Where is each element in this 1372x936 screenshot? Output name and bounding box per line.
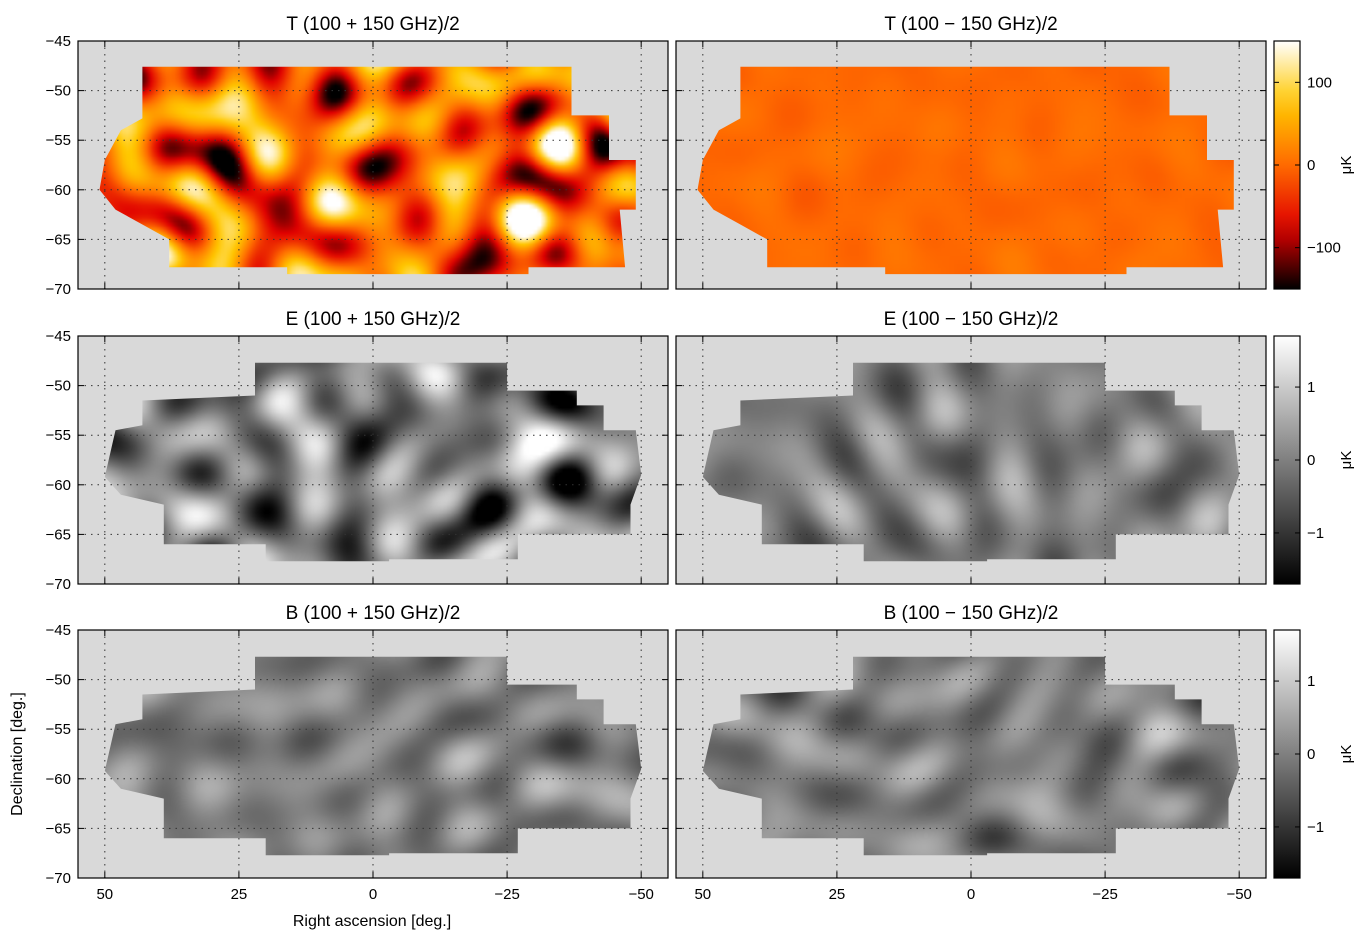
y-tick-label: −65 [46, 526, 71, 543]
colorbar-tick-label: −100 [1307, 240, 1341, 257]
y-tick-label: −65 [46, 231, 71, 248]
panel-frame [77, 40, 669, 290]
panel-title: T (100 − 150 GHz)/2 [884, 14, 1057, 35]
x-tick-label: −25 [494, 886, 519, 903]
panel-title: E (100 + 150 GHz)/2 [286, 309, 461, 330]
panel-E_diff: E (100 − 150 GHz)/2 [675, 309, 1267, 585]
y-tick-label: −50 [46, 83, 71, 100]
x-tick-label: 0 [369, 886, 377, 903]
colorbar-tick-label: 1 [1307, 379, 1315, 396]
y-tick-label: −65 [46, 820, 71, 837]
y-tick-label: −60 [46, 477, 71, 494]
panel-title: B (100 + 150 GHz)/2 [286, 603, 461, 624]
colorbar-3: 1 0 −1 μK [1273, 629, 1355, 879]
y-tick-label: −45 [46, 33, 71, 50]
panel-frame [77, 335, 669, 585]
panel-frame [675, 335, 1267, 585]
y-axis-label: Declination [deg.] [9, 692, 26, 816]
x-tick-label: 50 [96, 886, 113, 903]
x-tick-label: 50 [694, 886, 711, 903]
y-tick-label: −45 [46, 328, 71, 345]
y-tick-label: −60 [46, 182, 71, 199]
colorbar-unit-label: μK [1338, 745, 1355, 764]
y-tick-label: −50 [46, 672, 71, 689]
panel-frame [675, 629, 1267, 879]
y-tick-label: −70 [46, 281, 71, 298]
colorbar-tick-label: −1 [1307, 525, 1324, 542]
y-tick-label: −45 [46, 622, 71, 639]
y-tick-label: −50 [46, 378, 71, 395]
colorbar-1: 100 0 −100 μK [1273, 40, 1355, 290]
map-panels: T (100 + 150 GHz)/2−45−50−55−60−65−70T (… [46, 14, 1267, 903]
y-tick-label: −55 [46, 721, 71, 738]
panel-E_sum: E (100 + 150 GHz)/2 −45 −50 −55 −60 −65 −70 [46, 309, 669, 593]
panel-title: T (100 + 150 GHz)/2 [286, 14, 459, 35]
y-tick-label: −55 [46, 427, 71, 444]
panel-T_diff: T (100 − 150 GHz)/2 [675, 14, 1267, 290]
colorbar-tick-label: 0 [1307, 452, 1315, 469]
panel-title: B (100 − 150 GHz)/2 [884, 603, 1059, 624]
panel-B_diff: B (100 − 150 GHz)/2 50 25 0 −25 −50 [675, 603, 1267, 903]
panel-frame [675, 40, 1267, 290]
panel-frame [77, 629, 669, 879]
x-tick-label: −25 [1092, 886, 1117, 903]
colorbar-unit-label: μK [1338, 156, 1355, 175]
x-tick-label: −50 [628, 886, 653, 903]
colorbar-tick-label: 0 [1307, 746, 1315, 763]
colorbar-tick-label: −1 [1307, 819, 1324, 836]
y-tick-label: −70 [46, 576, 71, 593]
x-tick-label: 25 [231, 886, 248, 903]
colorbar-unit-label: μK [1338, 451, 1355, 470]
panel-title: E (100 − 150 GHz)/2 [884, 309, 1059, 330]
colorbars: 100 0 −100 μK 1 0 −1 μK 1 0 −1 μK [1273, 40, 1355, 879]
y-tick-label: −55 [46, 132, 71, 149]
x-tick-label: −50 [1226, 886, 1251, 903]
y-tick-label: −60 [46, 771, 71, 788]
x-tick-label: 0 [967, 886, 975, 903]
panel-T_sum: T (100 + 150 GHz)/2 −45 −50 −55 −60 −65 −70 [46, 14, 669, 298]
x-axis-label: Right ascension [deg.] [293, 913, 451, 930]
panel-B_sum: B (100 + 150 GHz)/2 −45 −50 −55 −60 −65 −70 50 2… [46, 603, 669, 903]
y-tick-label: −70 [46, 870, 71, 887]
x-tick-label: 25 [829, 886, 846, 903]
colorbar-tick-label: 0 [1307, 157, 1315, 174]
colorbar-2: 1 0 −1 μK [1273, 335, 1355, 585]
colorbar-tick-label: 100 [1307, 74, 1332, 91]
colorbar-tick-label: 1 [1307, 673, 1315, 690]
